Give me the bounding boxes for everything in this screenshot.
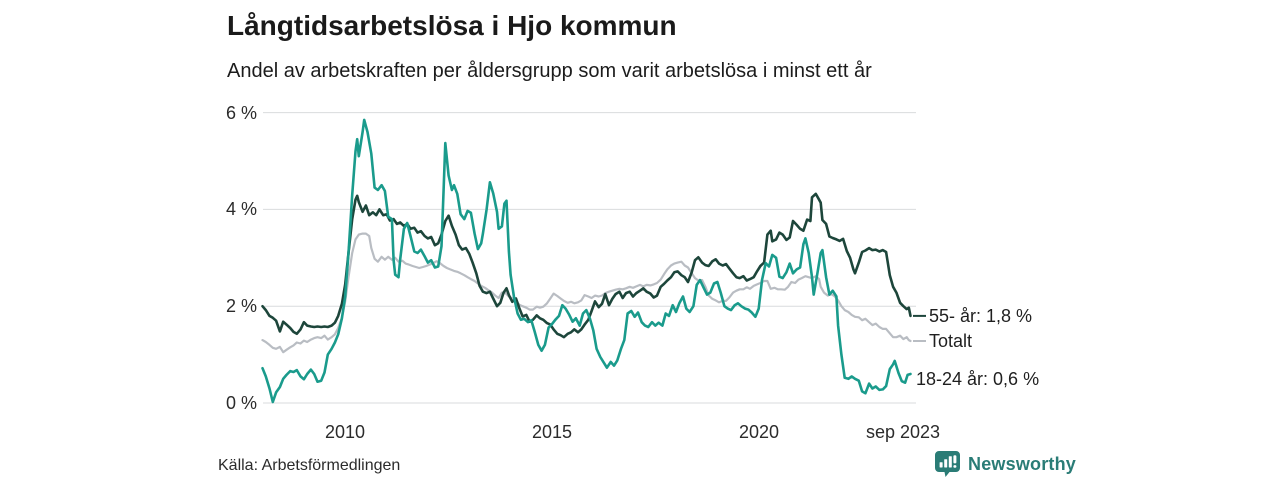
y-axis-tick-label: 2 % <box>225 296 257 316</box>
x-axis-tick-label: 2010 <box>324 422 366 442</box>
series-line-2 <box>261 118 912 404</box>
newsworthy-wordmark: Newsworthy <box>968 453 1077 474</box>
chart-title: Långtidsarbetslösa i Hjo kommun <box>227 10 677 41</box>
newsworthy-icon <box>935 451 960 477</box>
series-end-label: 18-24 år: 0,6 % <box>916 369 1040 389</box>
y-axis-tick-label: 6 % <box>225 103 257 123</box>
x-axis-tick-label: 2020 <box>738 422 780 442</box>
series-end-label: Totalt <box>929 331 973 351</box>
x-axis-tick-label: 2015 <box>531 422 573 442</box>
y-axis-tick-label: 4 % <box>225 199 257 219</box>
source-note: Källa: Arbetsförmedlingen <box>218 457 401 474</box>
newsworthy-logo: Newsworthy <box>934 450 1076 478</box>
y-axis-tick-label: 0 % <box>225 393 257 413</box>
x-axis-tick-label: sep 2023 <box>865 422 941 442</box>
series-end-label: 55- år: 1,8 % <box>929 306 1033 326</box>
series-line-1 <box>261 192 912 339</box>
chart-subtitle: Andel av arbetskraften per åldersgrupp s… <box>227 60 872 82</box>
series-line-0 <box>261 232 912 354</box>
